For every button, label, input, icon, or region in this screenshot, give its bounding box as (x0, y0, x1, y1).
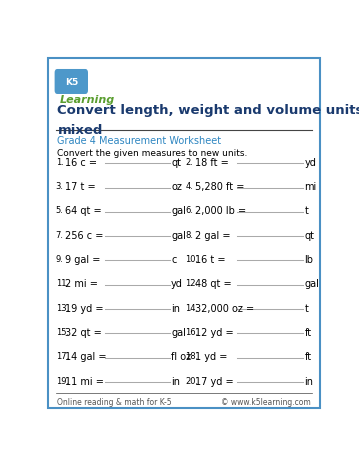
Text: 256 c =: 256 c = (65, 230, 103, 240)
Text: in: in (171, 303, 180, 313)
Text: 16.: 16. (185, 327, 199, 336)
Text: 64 qt =: 64 qt = (65, 206, 102, 216)
Text: 10.: 10. (185, 255, 198, 263)
Text: c: c (171, 255, 177, 264)
Text: Convert the given measures to new units.: Convert the given measures to new units. (57, 148, 248, 157)
Text: 4.: 4. (185, 182, 193, 191)
Text: lb: lb (304, 255, 313, 264)
Text: 17.: 17. (56, 351, 69, 360)
Text: 20.: 20. (185, 375, 198, 385)
Text: Convert length, weight and volume units -: Convert length, weight and volume units … (57, 104, 359, 117)
Text: gal: gal (171, 230, 186, 240)
Text: 5,280 ft =: 5,280 ft = (195, 182, 244, 192)
Text: 2 mi =: 2 mi = (65, 279, 98, 289)
Text: 14 gal =: 14 gal = (65, 351, 107, 362)
Text: mixed: mixed (57, 123, 103, 136)
Text: gal: gal (304, 279, 320, 289)
Text: in: in (304, 375, 313, 386)
Text: 12.: 12. (185, 279, 198, 288)
FancyBboxPatch shape (55, 70, 88, 95)
Text: 32,000 oz =: 32,000 oz = (195, 303, 254, 313)
Text: 1 yd =: 1 yd = (195, 351, 228, 362)
Text: gal: gal (171, 327, 186, 337)
Text: 19.: 19. (56, 375, 69, 385)
Text: 11 mi =: 11 mi = (65, 375, 104, 386)
Text: 3.: 3. (56, 182, 64, 191)
Text: 2 gal =: 2 gal = (195, 230, 231, 240)
Text: qt: qt (304, 230, 314, 240)
Text: 17 t =: 17 t = (65, 182, 95, 192)
Text: 2,000 lb =: 2,000 lb = (195, 206, 246, 216)
Text: t: t (304, 206, 308, 216)
Text: in: in (171, 375, 180, 386)
Text: qt: qt (171, 157, 181, 168)
Text: 13.: 13. (56, 303, 69, 312)
Text: 14.: 14. (185, 303, 198, 312)
Text: Grade 4 Measurement Worksheet: Grade 4 Measurement Worksheet (57, 136, 222, 146)
FancyBboxPatch shape (48, 59, 320, 408)
Text: 2.: 2. (185, 157, 193, 167)
Text: 9 gal =: 9 gal = (65, 255, 101, 264)
Text: 8.: 8. (185, 230, 193, 239)
Text: yd: yd (304, 157, 316, 168)
Text: 12 yd =: 12 yd = (195, 327, 234, 337)
Text: 7.: 7. (56, 230, 64, 239)
Text: gal: gal (171, 206, 186, 216)
Text: © www.k5learning.com: © www.k5learning.com (221, 397, 311, 406)
Text: 11.: 11. (56, 279, 69, 288)
Text: Learning: Learning (60, 95, 116, 105)
Text: K5: K5 (65, 78, 78, 87)
Text: Online reading & math for K-5: Online reading & math for K-5 (57, 397, 172, 406)
Text: 16 t =: 16 t = (195, 255, 226, 264)
Text: yd: yd (171, 279, 183, 289)
Text: 18 ft =: 18 ft = (195, 157, 229, 168)
Text: 17 yd =: 17 yd = (195, 375, 234, 386)
Text: 9.: 9. (56, 255, 64, 263)
Text: mi: mi (304, 182, 317, 192)
Text: 18.: 18. (185, 351, 199, 360)
Text: 15.: 15. (56, 327, 69, 336)
Text: 32 qt =: 32 qt = (65, 327, 102, 337)
Text: oz: oz (171, 182, 182, 192)
Text: fl oz: fl oz (171, 351, 191, 362)
Text: ft: ft (304, 351, 312, 362)
Text: 5.: 5. (56, 206, 64, 215)
Text: 48 qt =: 48 qt = (195, 279, 232, 289)
Text: 16 c =: 16 c = (65, 157, 97, 168)
Text: ft: ft (304, 327, 312, 337)
Text: t: t (304, 303, 308, 313)
Text: 6.: 6. (185, 206, 193, 215)
Text: 19 yd =: 19 yd = (65, 303, 103, 313)
Text: 1.: 1. (56, 157, 64, 167)
